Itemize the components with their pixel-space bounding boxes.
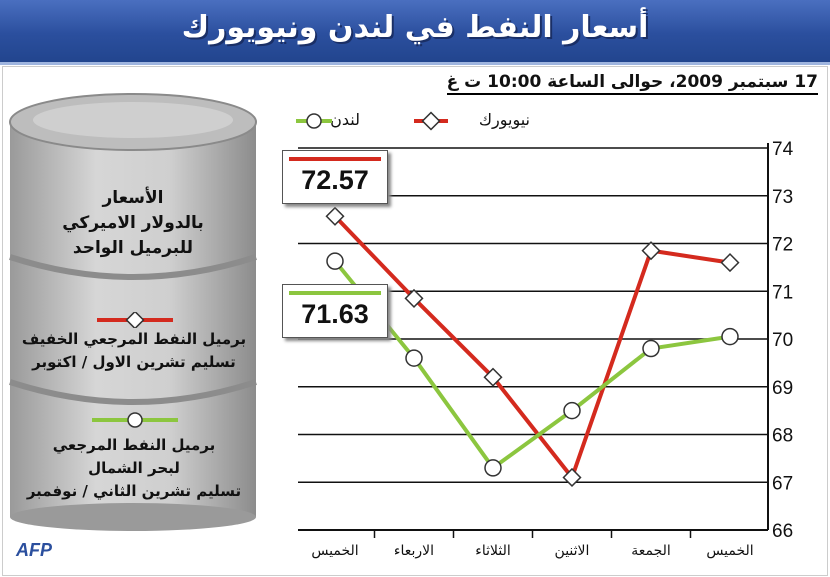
y-tick-label: 73 [772, 187, 793, 208]
legend-london-marker [296, 113, 332, 129]
y-tick-label: 71 [772, 282, 793, 303]
brent-line-1: برميل النفط المرجعي [52, 436, 216, 454]
barrel-ny-marker [97, 312, 173, 328]
barrel-units-text: الأسعار بالدولار الاميركي للبرميل الواحد [28, 186, 238, 261]
point-newyork [641, 241, 661, 261]
y-tick-label: 66 [772, 521, 793, 542]
x-tick-label: الخميس [311, 543, 358, 559]
units-line-3: للبرميل الواحد [72, 238, 194, 258]
point-london [326, 252, 344, 270]
units-line-1: الأسعار [102, 188, 164, 208]
legend-london-label: لندن [330, 110, 360, 129]
brent-line-3: تسليم تشرين الثاني / نوفمبر [26, 482, 242, 500]
callout-newyork-value: 72.57 [301, 165, 369, 195]
point-london [642, 339, 660, 358]
y-tick-label: 69 [772, 378, 793, 399]
y-tick-label: 67 [772, 473, 793, 494]
y-tick-label: 68 [772, 426, 793, 447]
barrel-brent-text: برميل النفط المرجعي لبحر الشمال تسليم تش… [12, 434, 256, 503]
brent-line-2: لبحر الشمال [88, 459, 180, 477]
point-london [721, 327, 739, 346]
point-newyork [325, 206, 345, 226]
point-newyork [483, 367, 503, 387]
x-tick-label: الاثنين [555, 543, 590, 559]
callout-newyork-bar [289, 157, 381, 161]
legend-newyork-label: نيويورك [478, 110, 530, 129]
point-london [405, 349, 423, 367]
x-tick-label: الثلاثاء [475, 543, 510, 559]
units-line-2: بالدولار الاميركي [62, 213, 204, 233]
callout-london: 71.63 [282, 284, 388, 338]
series-line-newyork [333, 214, 731, 480]
chart-title: أسعار النفط في لندن ونيويورك [181, 10, 649, 45]
callout-london-bar [289, 291, 381, 295]
callout-london-value: 71.63 [301, 299, 369, 329]
x-tick-label: الاربعاء [394, 543, 434, 559]
barrel-london-marker [92, 412, 178, 428]
point-london [484, 459, 502, 477]
callout-newyork: 72.57 [282, 150, 388, 204]
x-tick-label: الخميس [706, 543, 753, 559]
point-newyork [720, 253, 740, 273]
legend-newyork-marker [414, 111, 448, 131]
light-line-2: تسليم تشرين الاول / اكتوبر [32, 353, 236, 371]
barrel-light-text: برميل النفط المرجعي الخفيف تسليم تشرين ا… [12, 328, 256, 374]
y-tick-label: 72 [772, 235, 793, 256]
afp-logo: AFP [16, 540, 52, 560]
point-newyork [404, 288, 424, 308]
y-tick-label: 70 [772, 330, 793, 351]
y-tick-label: 74 [772, 139, 794, 160]
point-newyork [562, 467, 582, 488]
point-london [563, 401, 581, 420]
series-line-london [333, 259, 731, 470]
title-banner: أسعار النفط في لندن ونيويورك [0, 0, 830, 65]
chart-frame [2, 66, 828, 576]
light-line-1: برميل النفط المرجعي الخفيف [21, 330, 247, 348]
x-tick-label: الجمعة [631, 543, 671, 559]
chart-subtitle: 17 سبتمبر 2009، حوالى الساعة 10:00 ت غ [446, 72, 818, 95]
